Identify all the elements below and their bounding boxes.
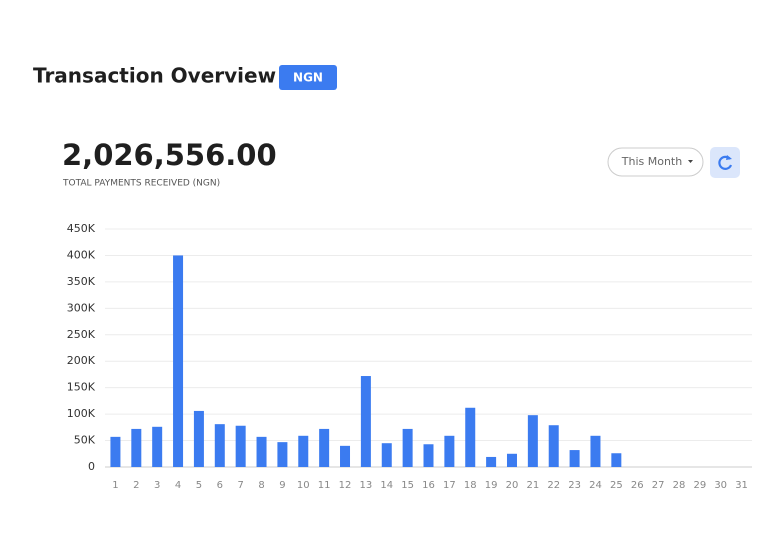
bar bbox=[193, 410, 204, 467]
x-tick-label: 18 bbox=[464, 480, 477, 491]
x-tick-label: 21 bbox=[526, 480, 539, 491]
y-tick-label: 250K bbox=[67, 328, 96, 341]
x-tick-label: 5 bbox=[196, 480, 202, 491]
refresh-button[interactable] bbox=[710, 147, 740, 178]
currency-badge[interactable] bbox=[279, 65, 337, 90]
x-tick-label: 10 bbox=[297, 480, 310, 491]
bar bbox=[506, 453, 517, 467]
bar bbox=[131, 428, 142, 467]
y-tick-label: 0 bbox=[88, 460, 95, 473]
x-tick-label: 29 bbox=[693, 480, 706, 491]
bar bbox=[527, 415, 538, 467]
x-tick-label: 22 bbox=[547, 480, 560, 491]
x-tick-label: 3 bbox=[154, 480, 160, 491]
y-tick-label: 400K bbox=[67, 248, 96, 261]
page-title: Transaction Overview bbox=[33, 64, 276, 88]
y-tick-label: 450K bbox=[67, 222, 96, 235]
bar bbox=[256, 436, 267, 467]
bar bbox=[277, 442, 288, 467]
y-tick-label: 350K bbox=[67, 275, 96, 288]
x-tick-label: 4 bbox=[175, 480, 181, 491]
x-tick-label: 15 bbox=[401, 480, 414, 491]
x-tick-label: 2 bbox=[133, 480, 139, 491]
refresh-icon-arrow bbox=[726, 155, 732, 160]
bar bbox=[486, 456, 497, 467]
x-tick-label: 16 bbox=[422, 480, 435, 491]
dropdown-caret bbox=[688, 160, 693, 163]
bar bbox=[444, 435, 455, 467]
y-tick-label: 150K bbox=[67, 381, 96, 394]
x-tick-label: 27 bbox=[652, 480, 665, 491]
x-tick-label: 13 bbox=[360, 480, 373, 491]
bar bbox=[235, 425, 246, 467]
total-amount: 2,026,556.00 bbox=[62, 138, 277, 172]
x-tick-label: 12 bbox=[339, 480, 352, 491]
x-tick-label: 14 bbox=[380, 480, 393, 491]
x-tick-label: 1 bbox=[112, 480, 118, 491]
y-tick-label: 300K bbox=[67, 301, 96, 314]
y-tick-label: 200K bbox=[67, 354, 96, 367]
bar bbox=[611, 453, 622, 467]
currency-badge-label[interactable]: NGN bbox=[293, 71, 323, 85]
x-tick-label: 7 bbox=[237, 480, 243, 491]
y-tick-label: 50K bbox=[74, 434, 96, 447]
x-tick-label: 8 bbox=[258, 480, 264, 491]
x-tick-label: 25 bbox=[610, 480, 623, 491]
bar bbox=[340, 445, 351, 467]
period-dropdown[interactable] bbox=[607, 147, 704, 177]
bar bbox=[402, 428, 413, 467]
bar bbox=[360, 376, 371, 467]
x-tick-label: 9 bbox=[279, 480, 285, 491]
bar bbox=[173, 255, 184, 467]
x-tick-label: 28 bbox=[673, 480, 686, 491]
x-tick-label: 11 bbox=[318, 480, 331, 491]
x-tick-label: 17 bbox=[443, 480, 456, 491]
bar bbox=[548, 425, 559, 467]
x-tick-label: 23 bbox=[568, 480, 581, 491]
bar bbox=[298, 435, 309, 467]
y-tick-label: 100K bbox=[67, 407, 96, 420]
bar bbox=[381, 443, 392, 467]
bar bbox=[110, 436, 121, 467]
x-tick-label: 31 bbox=[735, 480, 748, 491]
bar bbox=[569, 450, 580, 467]
x-tick-label: 26 bbox=[631, 480, 644, 491]
bar bbox=[423, 444, 434, 467]
period-dropdown-label[interactable]: This Month bbox=[621, 155, 682, 168]
x-tick-label: 24 bbox=[589, 480, 602, 491]
bar bbox=[319, 428, 330, 467]
bar bbox=[214, 424, 225, 467]
x-tick-label: 30 bbox=[714, 480, 727, 491]
total-caption: TOTAL PAYMENTS RECEIVED (NGN) bbox=[62, 179, 220, 189]
bar bbox=[465, 407, 476, 467]
x-tick-label: 20 bbox=[506, 480, 519, 491]
bar bbox=[152, 426, 163, 467]
bar bbox=[590, 435, 601, 467]
x-tick-label: 6 bbox=[217, 480, 223, 491]
x-tick-label: 19 bbox=[485, 480, 498, 491]
